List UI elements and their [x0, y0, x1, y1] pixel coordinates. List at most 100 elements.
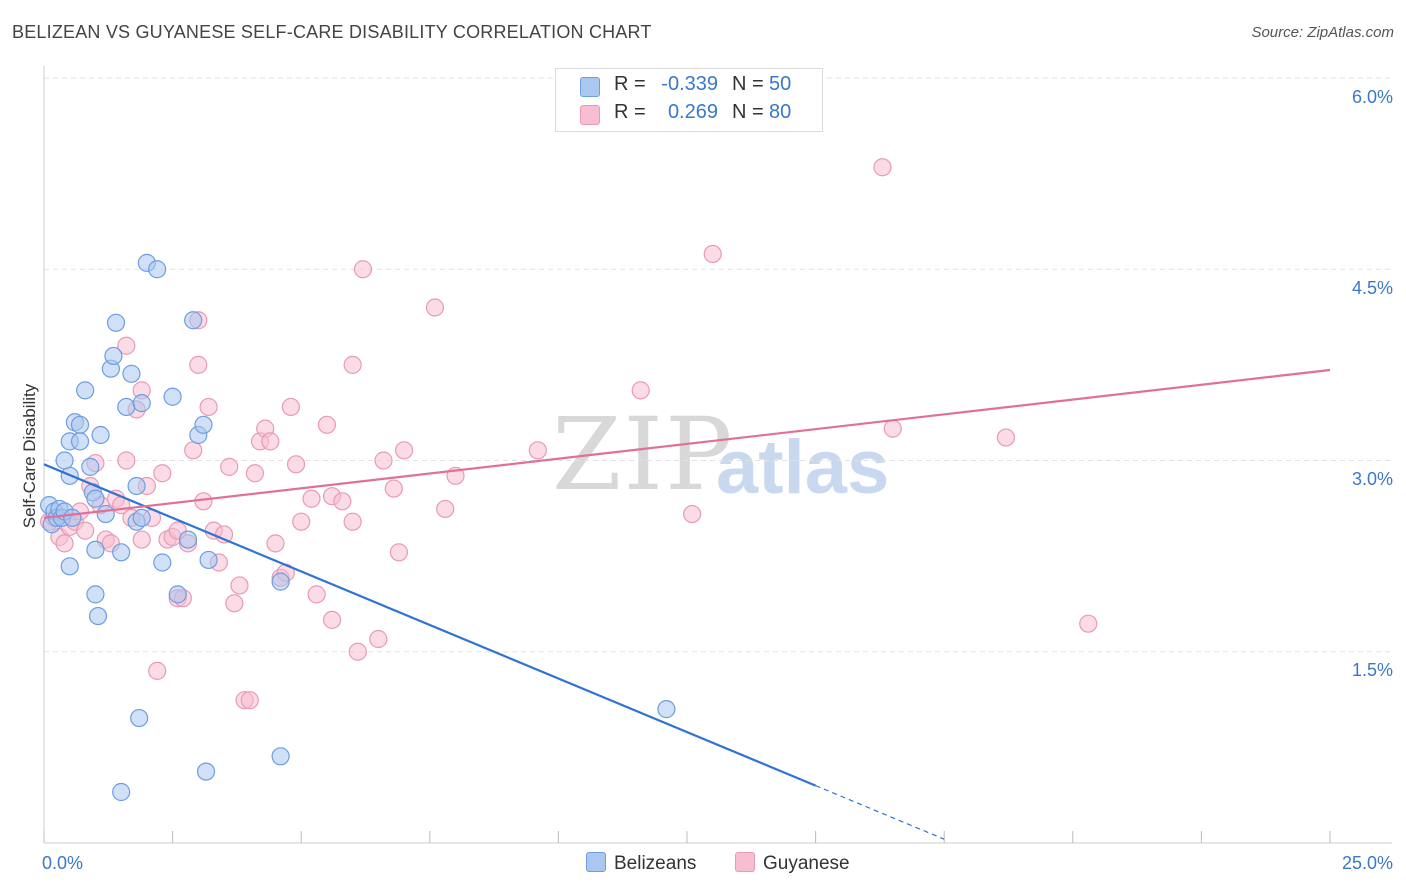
legend-row-belizeans: R = -0.339 N = 50 [556, 71, 822, 101]
point-guyanese [225, 594, 244, 613]
point-guyanese [184, 441, 203, 460]
legend-swatch-blue [580, 77, 600, 97]
point-guyanese [703, 244, 722, 264]
legend-n-label: N = [732, 73, 764, 95]
point-belizean [194, 415, 213, 434]
x-max-label: 25.0% [1341, 853, 1393, 873]
y-tick-label-1-5: 1.5% [1351, 660, 1393, 680]
point-guyanese [153, 464, 172, 483]
point-guyanese [883, 419, 902, 438]
watermark-atlas: atlas [716, 425, 890, 510]
point-belizean [76, 381, 95, 400]
point-guyanese [245, 464, 265, 483]
point-belizean [148, 260, 167, 279]
watermark-zip: ZIP [552, 396, 735, 513]
point-belizean [70, 415, 90, 434]
point-belizean [88, 606, 108, 626]
point-guyanese [317, 415, 337, 434]
legend-r-value: -0.339 [661, 73, 718, 95]
trendline-belizeans [43, 463, 817, 787]
point-belizean [657, 700, 676, 719]
point-guyanese [230, 576, 249, 595]
legend-label-guyanese: Guyanese [763, 853, 850, 874]
point-guyanese [148, 661, 167, 680]
point-belizean [271, 572, 290, 591]
point-guyanese [683, 504, 702, 524]
point-guyanese [996, 428, 1016, 447]
point-guyanese [1079, 614, 1098, 633]
point-belizean [104, 346, 123, 366]
point-belizean [153, 553, 172, 572]
legend-n-value: 50 [769, 73, 792, 95]
y-axis-label: Self-Care Disability [20, 383, 39, 529]
point-guyanese [873, 158, 892, 177]
point-belizean [271, 747, 290, 766]
point-guyanese [389, 543, 409, 562]
chart-title: BELIZEAN VS GUYANESE SELF-CARE DISABILIT… [12, 22, 652, 42]
point-belizean [132, 394, 151, 413]
point-belizean [96, 504, 115, 524]
point-guyanese [343, 512, 362, 531]
point-guyanese [132, 530, 151, 549]
point-guyanese [240, 691, 259, 710]
point-guyanese [292, 512, 311, 531]
point-belizean [178, 530, 198, 549]
point-belizean [63, 508, 82, 527]
point-belizean [86, 585, 105, 604]
point-guyanese [353, 260, 373, 279]
point-belizean [127, 476, 146, 496]
legend-n-value: 80 [769, 101, 792, 123]
point-belizean [184, 311, 203, 330]
point-guyanese [343, 355, 362, 374]
point-guyanese [76, 521, 95, 540]
point-belizean [86, 489, 105, 508]
point-guyanese [528, 441, 547, 460]
point-belizean [199, 550, 218, 570]
point-guyanese [220, 457, 239, 476]
legend-label-belizeans: Belizeans [614, 853, 697, 874]
point-belizean [196, 762, 216, 781]
point-guyanese [302, 489, 321, 508]
point-guyanese [374, 451, 393, 470]
source-label: Source: ZipAtlas.com [1251, 24, 1394, 41]
legend-item-belizeans[interactable]: Belizeans [586, 852, 696, 875]
y-tick-label-6: 6.0% [1351, 87, 1393, 107]
point-guyanese [322, 610, 342, 629]
correlation-legend: R = -0.339 N = 50 R = 0.269 N = 80 [555, 68, 823, 132]
point-guyanese [333, 492, 352, 511]
point-guyanese [307, 585, 326, 604]
point-guyanese [281, 397, 301, 417]
point-guyanese [436, 499, 455, 519]
point-guyanese [199, 397, 218, 417]
legend-row-guyanese: R = 0.269 N = 80 [556, 99, 822, 129]
legend-r-label: R = [614, 73, 646, 95]
point-guyanese [55, 534, 74, 553]
point-belizean [132, 508, 151, 527]
y-tick-label-4-5: 4.5% [1351, 278, 1393, 298]
legend-r-value: 0.269 [667, 101, 718, 123]
legend-swatch-belizeans [586, 852, 606, 872]
point-guyanese [631, 381, 650, 400]
point-guyanese [117, 451, 136, 470]
legend-item-guyanese[interactable]: Guyanese [735, 852, 850, 875]
point-guyanese [261, 432, 280, 451]
point-guyanese [189, 355, 208, 374]
legend-swatch-pink [580, 105, 600, 125]
point-belizean [70, 432, 90, 451]
point-belizean [112, 782, 131, 802]
point-guyanese [384, 479, 403, 498]
point-belizean [117, 397, 136, 417]
legend-swatch-guyanese [735, 852, 755, 872]
point-belizean [112, 543, 131, 562]
x-min-label: 0.0% [42, 853, 84, 873]
point-belizean [91, 425, 110, 445]
point-belizean [106, 313, 126, 332]
legend-r-label: R = [614, 101, 646, 123]
point-belizean [86, 540, 105, 559]
point-guyanese [117, 336, 136, 355]
trendline-guyanese [43, 368, 1331, 519]
point-guyanese [369, 629, 388, 649]
trendline-extension-belizeans [815, 785, 945, 840]
point-belizean [55, 451, 74, 470]
